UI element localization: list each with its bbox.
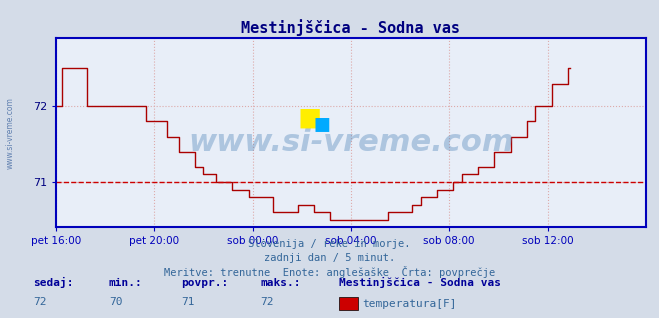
Text: maks.:: maks.: bbox=[260, 278, 301, 288]
Text: Slovenija / reke in morje.: Slovenija / reke in morje. bbox=[248, 239, 411, 249]
Text: temperatura[F]: temperatura[F] bbox=[362, 299, 457, 309]
Text: 72: 72 bbox=[260, 297, 273, 307]
Text: Mestinjščica - Sodna vas: Mestinjščica - Sodna vas bbox=[339, 277, 501, 288]
Text: ▪: ▪ bbox=[297, 99, 323, 137]
Text: povpr.:: povpr.: bbox=[181, 278, 229, 288]
Text: 72: 72 bbox=[33, 297, 46, 307]
Title: Mestinjščica - Sodna vas: Mestinjščica - Sodna vas bbox=[241, 19, 461, 36]
Text: 71: 71 bbox=[181, 297, 194, 307]
Text: 70: 70 bbox=[109, 297, 122, 307]
Text: www.si-vreme.com: www.si-vreme.com bbox=[5, 98, 14, 169]
Text: zadnji dan / 5 minut.: zadnji dan / 5 minut. bbox=[264, 253, 395, 263]
Text: ▪: ▪ bbox=[312, 109, 331, 137]
Text: min.:: min.: bbox=[109, 278, 142, 288]
Text: sedaj:: sedaj: bbox=[33, 277, 73, 288]
Text: www.si-vreme.com: www.si-vreme.com bbox=[188, 128, 514, 157]
Text: Meritve: trenutne  Enote: anglešaške  Črta: povprečje: Meritve: trenutne Enote: anglešaške Črta… bbox=[164, 266, 495, 279]
